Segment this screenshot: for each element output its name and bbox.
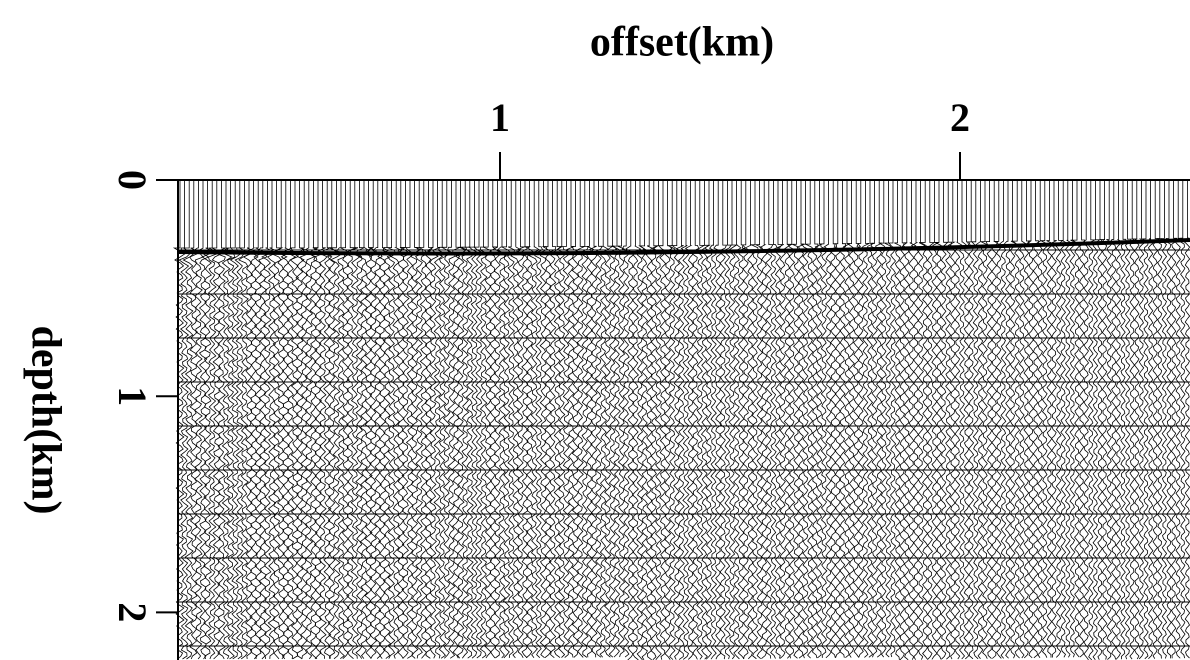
trace	[1171, 180, 1176, 658]
chart: offset(km) depth(km) 1 2 0 1 2	[0, 0, 1190, 660]
trace	[1082, 180, 1089, 660]
y-tick-label: 2	[110, 602, 155, 622]
trace	[900, 180, 907, 660]
trace	[1161, 180, 1167, 658]
x-tick-label: 1	[490, 95, 510, 140]
trace	[1148, 180, 1154, 659]
trace	[976, 180, 983, 659]
x-tick-label: 2	[950, 95, 970, 140]
trace	[844, 180, 850, 658]
trace	[1073, 180, 1080, 657]
trace	[1041, 180, 1047, 658]
trace	[1079, 180, 1084, 657]
trace	[1106, 180, 1112, 660]
y-tick-label: 1	[110, 386, 155, 406]
trace	[918, 180, 925, 660]
seismic-traces	[174, 180, 1190, 660]
trace	[1065, 180, 1072, 657]
trace	[992, 180, 998, 658]
trace	[1166, 180, 1171, 658]
x-axis-label: offset(km)	[590, 20, 774, 66]
trace	[1157, 180, 1162, 659]
trace	[867, 180, 874, 657]
trace	[1061, 180, 1068, 657]
trace	[1184, 180, 1190, 658]
trace	[1047, 180, 1053, 658]
trace	[1121, 180, 1126, 659]
trace	[909, 180, 916, 660]
trace	[1056, 180, 1063, 657]
y-axis-label: depth(km)	[22, 325, 68, 514]
trace	[903, 180, 909, 660]
trace	[1024, 180, 1031, 658]
trace	[853, 180, 860, 658]
trace	[1142, 180, 1148, 659]
trace	[1093, 180, 1100, 660]
trace	[1004, 180, 1011, 658]
y-tick-label: 0	[110, 170, 155, 190]
trace	[927, 180, 934, 659]
trace	[1033, 180, 1038, 658]
trace	[1089, 180, 1095, 660]
trace	[1050, 180, 1056, 658]
